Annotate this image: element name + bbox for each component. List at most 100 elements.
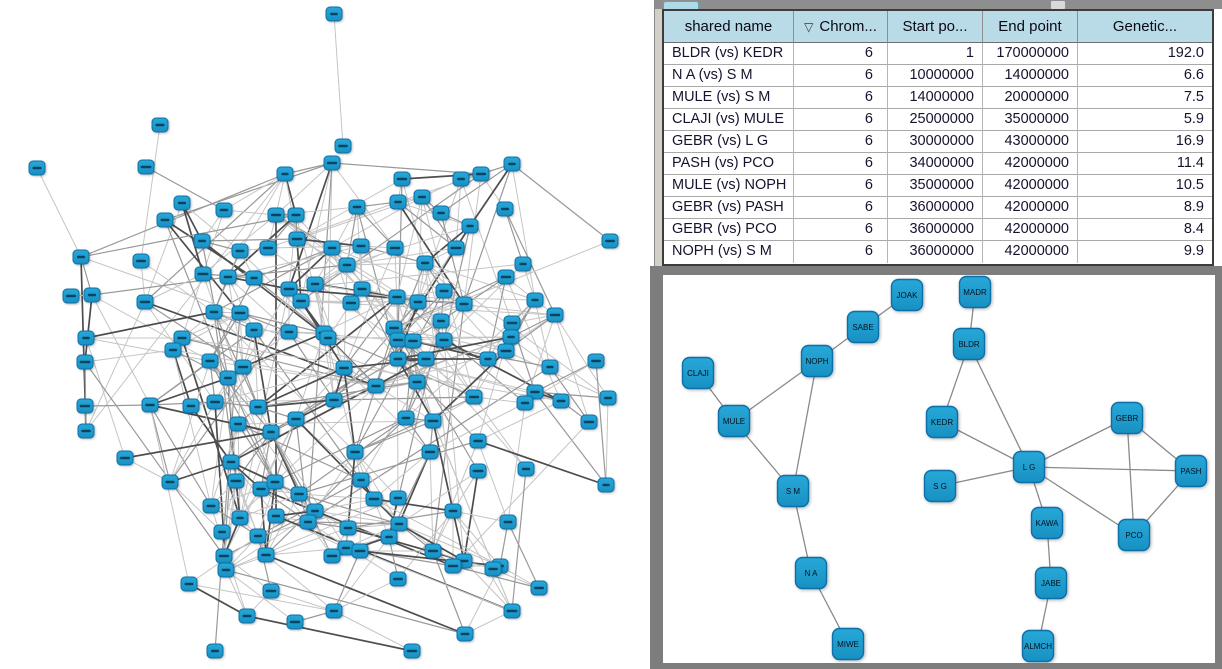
network-node-mule[interactable]: MULE (717, 404, 751, 438)
overview-node[interactable] (416, 255, 434, 271)
overview-node[interactable] (496, 201, 514, 217)
filter-icon[interactable]: ▽ (804, 19, 814, 34)
table-row[interactable]: NOPH (vs) S M 6 36000000 42000000 9.9 (664, 241, 1212, 263)
overview-node[interactable] (334, 138, 352, 154)
overview-node[interactable] (432, 205, 450, 221)
overview-node[interactable] (424, 543, 442, 559)
overview-node[interactable] (217, 562, 235, 578)
overview-node[interactable] (386, 240, 404, 256)
overview-node[interactable] (215, 548, 233, 564)
overview-node[interactable] (408, 374, 426, 390)
overview-node[interactable] (76, 354, 94, 370)
overview-node[interactable] (409, 294, 427, 310)
overview-network-canvas[interactable] (0, 0, 650, 669)
overview-node[interactable] (435, 332, 453, 348)
detail-network-canvas[interactable]: JOAK MADR SABE BLDR NOPH CLAJI MULE KEDR GEBR L G… (663, 275, 1215, 663)
overview-node[interactable] (323, 240, 341, 256)
overview-node[interactable] (352, 238, 370, 254)
overview-node[interactable] (280, 324, 298, 340)
overview-node[interactable] (77, 330, 95, 346)
overview-node[interactable] (435, 283, 453, 299)
overview-node[interactable] (455, 296, 473, 312)
overview-node[interactable] (389, 332, 407, 348)
overview-node[interactable] (597, 477, 615, 493)
overview-node[interactable] (141, 397, 159, 413)
overview-node[interactable] (469, 433, 487, 449)
overview-node[interactable] (267, 207, 285, 223)
overview-node[interactable] (276, 166, 294, 182)
overview-node[interactable] (299, 514, 317, 530)
overview-node[interactable] (599, 390, 617, 406)
network-node-almch[interactable]: ALMCH (1021, 629, 1055, 663)
overview-node[interactable] (393, 171, 411, 187)
network-node-l-g[interactable]: L G (1012, 450, 1046, 484)
overview-node[interactable] (292, 293, 310, 309)
overview-node[interactable] (290, 486, 308, 502)
table-row[interactable]: GEBR (vs) PCO 6 36000000 42000000 8.4 (664, 219, 1212, 241)
overview-node[interactable] (472, 166, 490, 182)
column-header-genetic[interactable]: Genetic... (1078, 11, 1212, 43)
overview-node[interactable] (231, 243, 249, 259)
overview-node[interactable] (465, 389, 483, 405)
overview-node[interactable] (288, 231, 306, 247)
overview-node[interactable] (413, 189, 431, 205)
overview-node[interactable] (266, 474, 284, 490)
overview-node[interactable] (238, 608, 256, 624)
overview-node[interactable] (351, 543, 369, 559)
network-node-noph[interactable]: NOPH (800, 344, 834, 378)
overview-node[interactable] (367, 378, 385, 394)
overview-node[interactable] (323, 155, 341, 171)
overview-node[interactable] (461, 218, 479, 234)
overview-node[interactable] (151, 117, 169, 133)
network-node-claji[interactable]: CLAJI (681, 356, 715, 390)
overview-node[interactable] (352, 472, 370, 488)
overview-node[interactable] (380, 529, 398, 545)
overview-node[interactable] (267, 508, 285, 524)
overview-node[interactable] (389, 194, 407, 210)
overview-node[interactable] (180, 576, 198, 592)
overview-node[interactable] (388, 289, 406, 305)
overview-node[interactable] (28, 160, 46, 176)
overview-node[interactable] (517, 461, 535, 477)
overview-node[interactable] (499, 514, 517, 530)
overview-node[interactable] (342, 295, 360, 311)
overview-node[interactable] (389, 351, 407, 367)
overview-node[interactable] (219, 269, 237, 285)
table-row[interactable]: PASH (vs) PCO 6 34000000 42000000 11.4 (664, 153, 1212, 175)
overview-node[interactable] (348, 199, 366, 215)
overview-node[interactable] (222, 454, 240, 470)
overview-node[interactable] (444, 558, 462, 574)
network-node-kawa[interactable]: KAWA (1030, 506, 1064, 540)
overview-node[interactable] (173, 330, 191, 346)
column-header-start-position[interactable]: Start po... (888, 11, 983, 43)
overview-node[interactable] (202, 498, 220, 514)
overview-node[interactable] (444, 503, 462, 519)
overview-node[interactable] (503, 156, 521, 172)
overview-node[interactable] (76, 398, 94, 414)
network-node-madr[interactable]: MADR (958, 275, 992, 309)
overview-node[interactable] (546, 307, 564, 323)
overview-node[interactable] (541, 359, 559, 375)
overview-node[interactable] (325, 603, 343, 619)
overview-node[interactable] (249, 528, 267, 544)
overview-node[interactable] (389, 571, 407, 587)
overview-node[interactable] (229, 416, 247, 432)
overview-node[interactable] (206, 394, 224, 410)
overview-node[interactable] (323, 548, 341, 564)
overview-node[interactable] (194, 266, 212, 282)
table-row[interactable]: N A (vs) S M 6 10000000 14000000 6.6 (664, 65, 1212, 87)
overview-node[interactable] (164, 342, 182, 358)
overview-node[interactable] (227, 473, 245, 489)
table-row[interactable]: GEBR (vs) PASH 6 36000000 42000000 8.9 (664, 197, 1212, 219)
overview-node[interactable] (234, 359, 252, 375)
overview-node[interactable] (132, 253, 150, 269)
overview-node[interactable] (514, 256, 532, 272)
network-node-n-a[interactable]: N A (794, 556, 828, 590)
overview-node[interactable] (552, 393, 570, 409)
overview-node[interactable] (526, 384, 544, 400)
overview-node[interactable] (580, 414, 598, 430)
overview-node[interactable] (137, 159, 155, 175)
overview-node[interactable] (249, 399, 267, 415)
overview-node[interactable] (287, 207, 305, 223)
overview-node[interactable] (516, 395, 534, 411)
